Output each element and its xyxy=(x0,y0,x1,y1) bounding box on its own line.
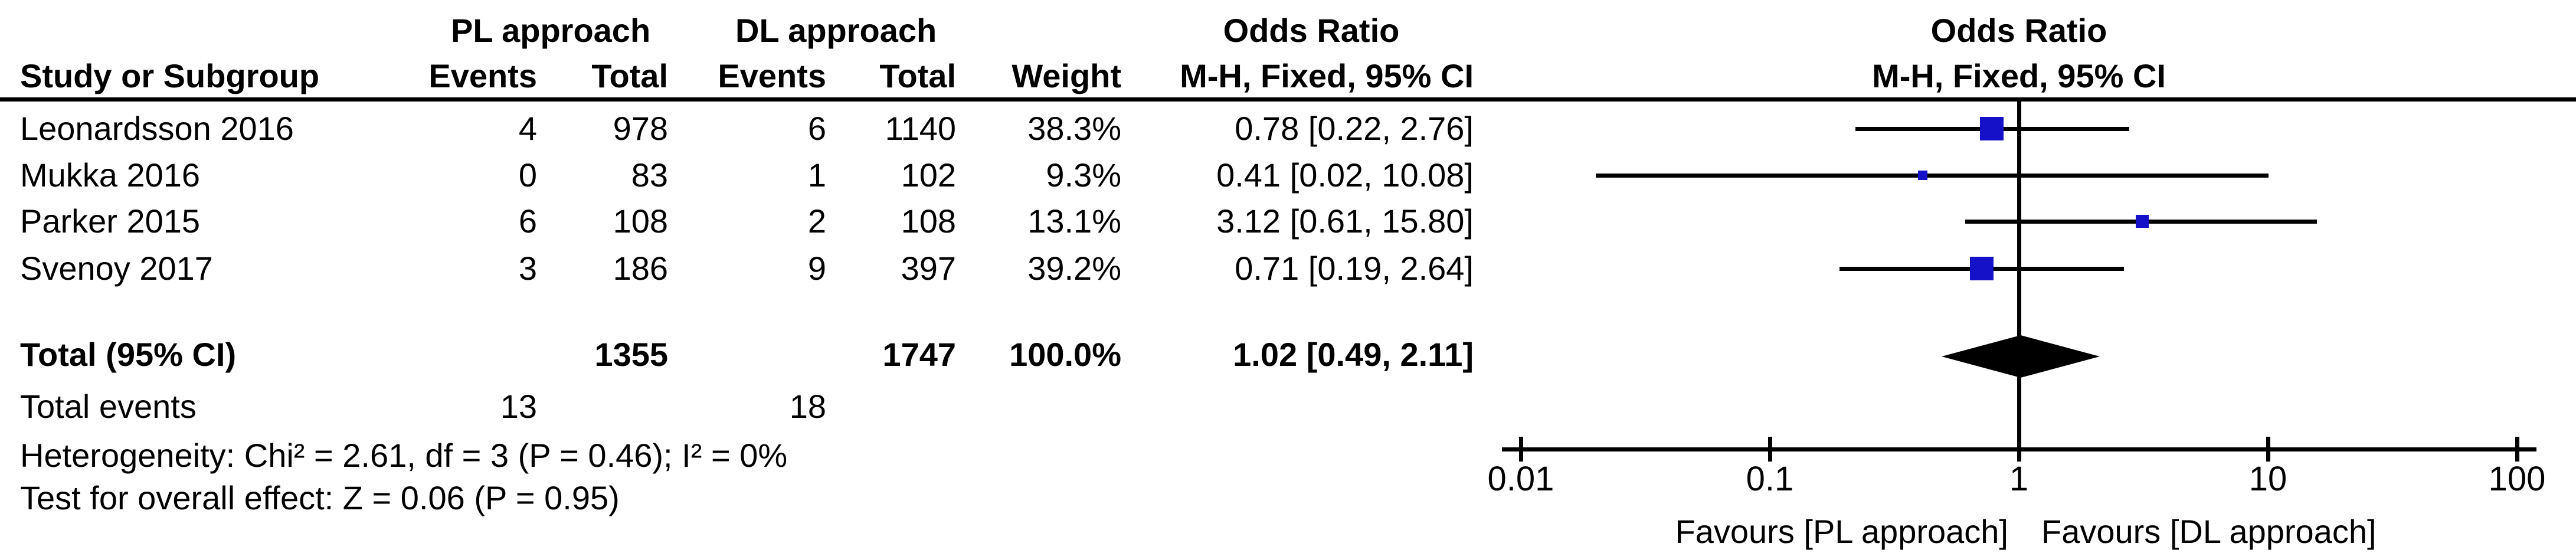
col-header-events-dl: Events xyxy=(718,57,826,94)
study-events-dl: 1 xyxy=(807,156,826,194)
plot-odds-ratio-header: Odds Ratio xyxy=(1930,12,2107,49)
study-events-dl: 2 xyxy=(807,202,826,240)
study-events-dl: 9 xyxy=(807,250,826,287)
table-odds-ratio-header: Odds Ratio xyxy=(1223,12,1400,49)
study-total-dl: 108 xyxy=(901,202,956,240)
header-rule xyxy=(0,97,2576,102)
study-or-ci: 3.12 [0.61, 15.80] xyxy=(1216,202,1474,240)
col-header-or-ci: M-H, Fixed, 95% CI xyxy=(1180,57,1474,94)
axis-tick-label: 0.1 xyxy=(1746,460,1794,498)
effect-square xyxy=(2136,215,2149,228)
study-or-ci: 0.78 [0.22, 2.76] xyxy=(1235,110,1474,147)
study-events-pl: 0 xyxy=(518,156,537,194)
total-dl-value: 1747 xyxy=(882,336,956,373)
heterogeneity-stats: Heterogeneity: Chi² = 2.61, df = 3 (P = … xyxy=(20,437,788,474)
total-events-label: Total events xyxy=(20,388,197,425)
total-or-ci-value: 1.02 [0.49, 2.11] xyxy=(1233,336,1474,373)
favours-left-label: Favours [PL approach] xyxy=(1675,513,2008,550)
study-total-dl: 397 xyxy=(901,250,956,287)
effect-square xyxy=(1970,257,1994,280)
axis-tick-label: 100 xyxy=(2488,460,2546,498)
study-or-ci: 0.41 [0.02, 10.08] xyxy=(1216,156,1474,194)
study-total-pl: 108 xyxy=(613,202,668,240)
axis-tick xyxy=(2515,437,2519,462)
study-total-pl: 83 xyxy=(631,156,668,194)
study-events-dl: 6 xyxy=(807,110,826,147)
study-events-pl: 4 xyxy=(518,110,537,147)
col-header-weight: Weight xyxy=(1012,57,1121,94)
plot-method-header: M-H, Fixed, 95% CI xyxy=(1872,57,2166,94)
axis-tick xyxy=(1519,437,1523,462)
study-events-pl: 3 xyxy=(518,250,537,287)
col-header-events-pl: Events xyxy=(428,57,537,94)
total-events-pl-value: 13 xyxy=(500,388,537,425)
effect-square xyxy=(1918,171,1927,180)
study-name: Svenoy 2017 xyxy=(20,250,213,287)
total-events-dl-value: 18 xyxy=(789,388,826,425)
total-weight-value: 100.0% xyxy=(1009,336,1121,373)
study-name: Parker 2015 xyxy=(20,202,201,240)
null-effect-line xyxy=(2017,102,2021,451)
group-header-dl-approach: DL approach xyxy=(735,12,937,49)
pooled-effect-diamond xyxy=(1942,335,2100,378)
axis-tick xyxy=(2017,437,2021,462)
study-total-pl: 186 xyxy=(613,250,668,287)
col-header-total-dl: Total xyxy=(879,57,956,94)
axis-tick-label: 10 xyxy=(2248,460,2287,498)
study-total-pl: 978 xyxy=(613,110,668,147)
axis-tick xyxy=(1768,437,1772,462)
axis-tick-label: 0.01 xyxy=(1487,460,1554,498)
study-name: Leonardsson 2016 xyxy=(20,110,294,147)
ci-line xyxy=(1596,174,2269,178)
study-or-ci: 0.71 [0.19, 2.64] xyxy=(1235,250,1474,287)
overall-effect-stats: Test for overall effect: Z = 0.06 (P = 0… xyxy=(20,479,620,516)
study-events-pl: 6 xyxy=(518,202,537,240)
total-row-label: Total (95% CI) xyxy=(20,336,237,373)
effect-square xyxy=(1980,117,2004,140)
study-weight: 9.3% xyxy=(1046,156,1121,194)
study-weight: 39.2% xyxy=(1027,250,1121,287)
study-total-dl: 102 xyxy=(901,156,956,194)
study-name: Mukka 2016 xyxy=(20,156,201,194)
col-header-study: Study or Subgroup xyxy=(20,57,320,94)
group-header-pl-approach: PL approach xyxy=(451,12,651,49)
study-weight: 13.1% xyxy=(1027,202,1121,240)
col-header-total-pl: Total xyxy=(591,57,668,94)
axis-tick xyxy=(2266,437,2270,462)
total-pl-value: 1355 xyxy=(594,336,668,373)
study-total-dl: 1140 xyxy=(885,110,956,147)
axis-tick-label: 1 xyxy=(2009,460,2029,498)
study-weight: 38.3% xyxy=(1027,110,1121,147)
favours-right-label: Favours [DL approach] xyxy=(2041,513,2377,550)
